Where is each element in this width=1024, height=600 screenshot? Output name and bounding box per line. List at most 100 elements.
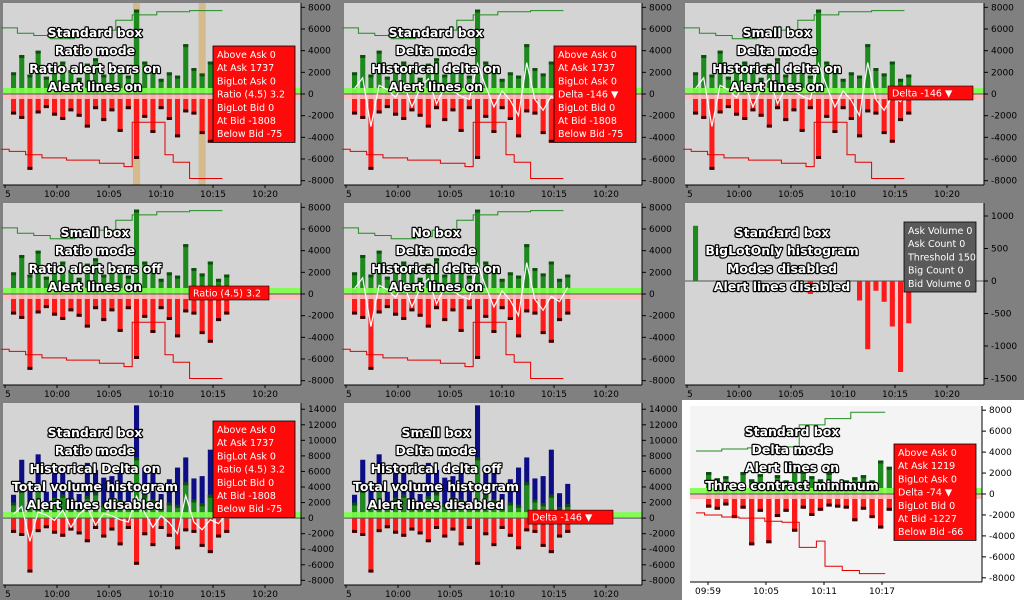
bid-bar xyxy=(824,94,830,118)
y-tick-label: -8000 xyxy=(308,377,334,387)
ask-bar xyxy=(709,74,715,94)
bid-bar-cap xyxy=(35,310,41,314)
bid-zero-band xyxy=(344,294,642,299)
ask-bar xyxy=(860,475,867,494)
y-tick-label: -4000 xyxy=(991,133,1017,143)
chart-p9: 8000 6000 4000 2000 0 -2000 -4000 -6000 -8000 09:… xyxy=(690,406,1015,597)
bid-bar xyxy=(458,518,464,546)
ask-bar xyxy=(865,44,871,94)
bid-zero-band xyxy=(690,494,982,499)
chart-p6: 1000 500 0 -500 -1000 -1500 5 10:00 10:05 10:10 10… xyxy=(685,203,1017,400)
ask-bar-cap xyxy=(150,499,156,503)
bid-bar-cap xyxy=(442,534,448,538)
ask-bar xyxy=(191,268,197,294)
volume-bar xyxy=(150,472,156,519)
ask-bar xyxy=(792,469,798,494)
overlay-line: Historical delta off xyxy=(371,461,503,476)
ask-bar-cap xyxy=(548,61,554,65)
ask-bar-cap xyxy=(52,497,58,501)
volume-bar xyxy=(76,494,82,519)
ask-bar-cap xyxy=(183,244,189,248)
ask-bar xyxy=(499,78,505,94)
bid-bar-cap xyxy=(809,513,815,516)
bid-bar xyxy=(11,518,17,533)
ask-bar xyxy=(417,77,423,94)
y-tick-label: -8000 xyxy=(649,177,675,187)
bid-bar-cap xyxy=(483,114,489,118)
ask-bar-cap xyxy=(224,274,230,278)
bid-bar-cap xyxy=(384,305,390,309)
bid-bar-cap xyxy=(507,533,513,537)
bid-bar-cap xyxy=(740,505,746,509)
x-tick-label: 10:10 xyxy=(830,190,856,200)
ask-bar-cap xyxy=(873,68,879,71)
ask-bar xyxy=(701,55,707,94)
ask-bar xyxy=(19,255,25,294)
ask-zero-band xyxy=(685,88,984,94)
ask-bar-cap xyxy=(491,499,497,503)
volume-bar xyxy=(175,467,181,519)
ask-bar-cap xyxy=(734,65,740,69)
ask-bar xyxy=(693,72,699,94)
ask-bar-cap xyxy=(742,61,748,65)
ask-bar-cap xyxy=(425,263,431,267)
ask-bar xyxy=(807,75,813,94)
x-tick-label: 10:05 xyxy=(96,590,122,600)
small-info-box xyxy=(527,509,614,525)
chart-panel-4: 8000 6000 4000 2000 0 -2000 -4000 -6000 -8000 5 10… xyxy=(0,200,341,400)
bid-bar-cap xyxy=(706,504,712,508)
ask-bar-cap xyxy=(417,277,423,281)
ask-bar xyxy=(749,479,755,494)
ask-bar-cap xyxy=(791,65,797,69)
bid-bar-cap xyxy=(417,531,423,535)
bid-bar xyxy=(565,294,571,315)
bid-bar-cap xyxy=(393,530,399,534)
bid-bar xyxy=(52,518,58,534)
bid-bar xyxy=(532,518,538,533)
ask-bar xyxy=(101,74,107,94)
ask-bar xyxy=(101,504,107,519)
bid-bar xyxy=(458,94,464,132)
volume-bar xyxy=(101,477,107,519)
bid-bar xyxy=(199,518,205,547)
bid-bar xyxy=(409,294,415,312)
chart-p7: 14000 12000 10000 8000 6000 4000 2000 0 -2000 -40… xyxy=(3,403,337,600)
ask-bar-cap xyxy=(93,258,99,262)
ask-bar-cap xyxy=(60,61,66,65)
biglot-bid-bar xyxy=(807,281,813,294)
ask-bar-cap xyxy=(442,504,448,508)
ask-bar-cap xyxy=(706,472,712,475)
bid-bar xyxy=(376,294,382,314)
bid-bar-cap xyxy=(125,526,131,529)
info-box-row: Ask Count 0 xyxy=(908,239,965,250)
overlay-line: Alert lines on xyxy=(730,79,824,94)
bid-bar-cap xyxy=(207,550,213,554)
ask-bar xyxy=(565,274,571,294)
bid-bar xyxy=(43,94,49,109)
bid-bar xyxy=(60,94,66,120)
ask-bar-cap xyxy=(774,475,781,479)
ask-bar xyxy=(507,272,513,294)
ask-bar-cap xyxy=(499,278,505,282)
bid-bar-cap xyxy=(758,113,764,117)
ask-bar-cap xyxy=(758,77,764,81)
ask-bar-cap xyxy=(425,63,431,67)
bid-bar-cap xyxy=(466,526,472,529)
ask-bar xyxy=(175,504,181,519)
ask-bar xyxy=(191,499,197,519)
bid-bar xyxy=(491,294,497,333)
y-tick-label: -2000 xyxy=(649,312,675,322)
bid-bar xyxy=(158,518,164,529)
bid-bar-cap xyxy=(158,306,164,310)
ask-bar xyxy=(43,505,49,519)
info-box-row: At Bid -1227 xyxy=(898,514,957,525)
bid-bar xyxy=(183,518,189,532)
ask-bar xyxy=(224,274,230,294)
bid-bar-cap xyxy=(701,115,707,119)
bid-bar xyxy=(207,518,213,554)
ask-bar-cap xyxy=(750,70,756,74)
ask-bar xyxy=(434,258,440,294)
overlay-line: No box xyxy=(412,225,461,240)
ask-bar-cap xyxy=(150,68,156,71)
ask-bar xyxy=(93,58,99,94)
